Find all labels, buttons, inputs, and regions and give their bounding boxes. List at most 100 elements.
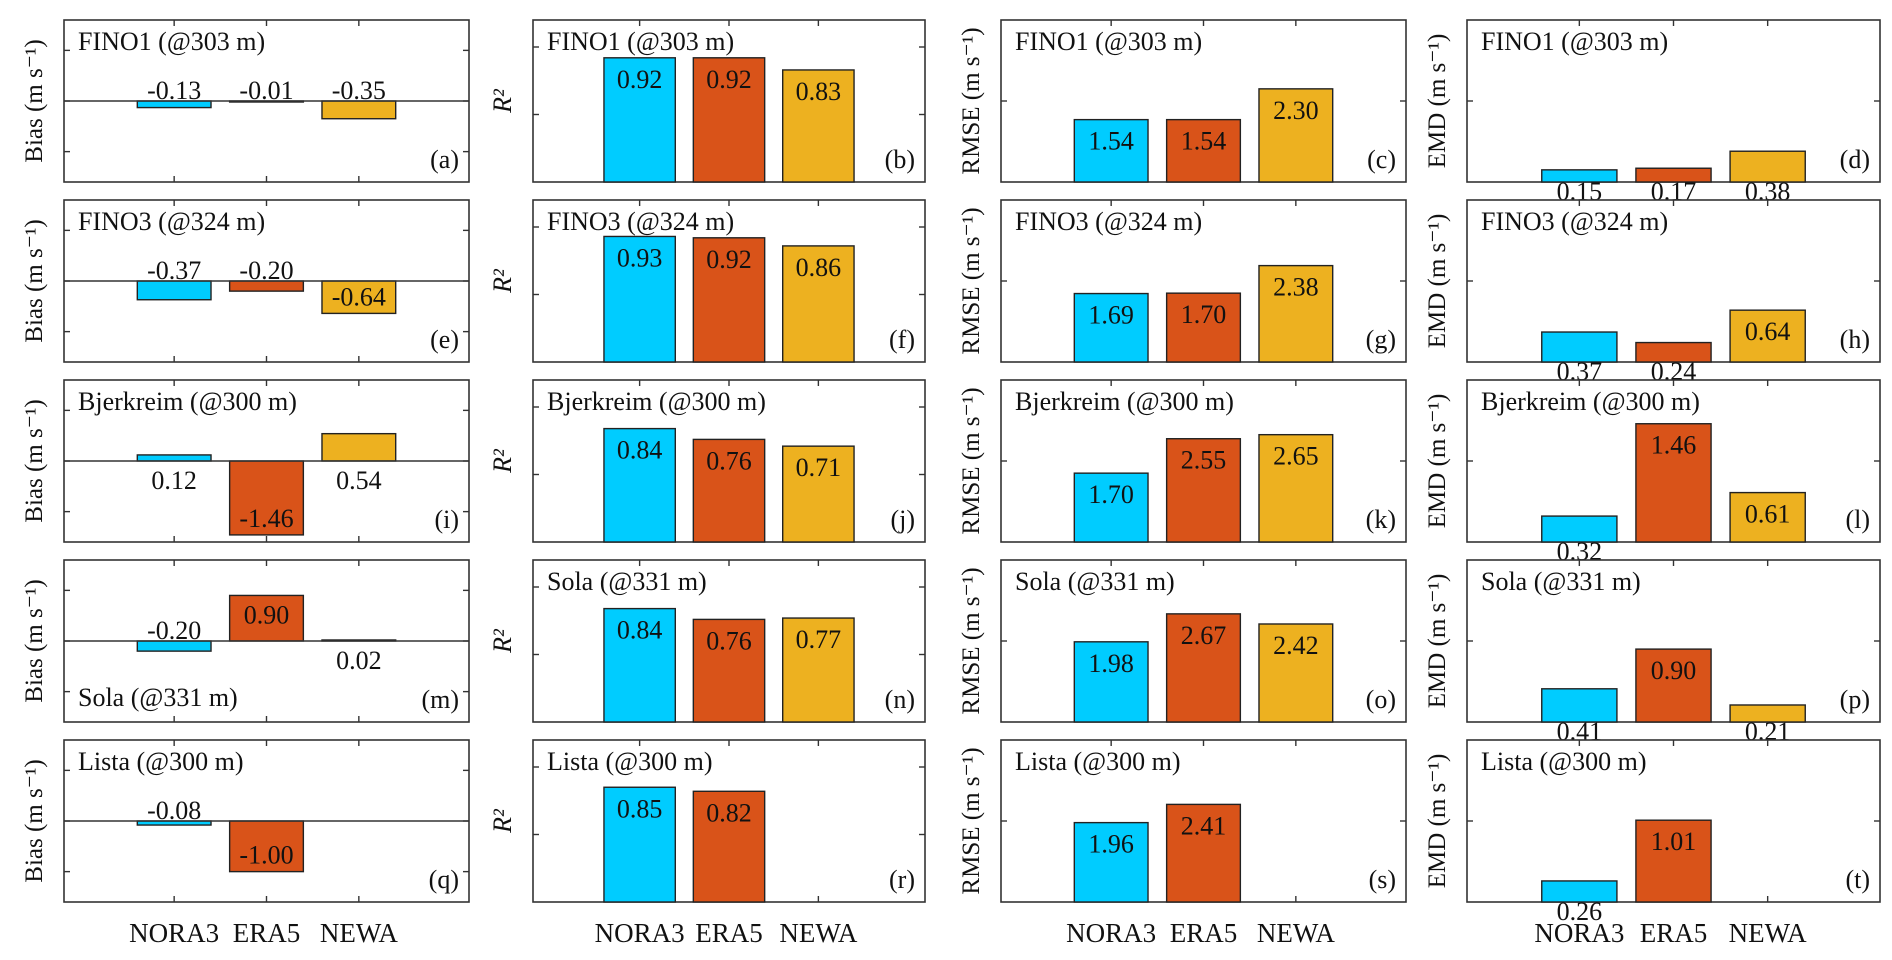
bar-newa	[321, 280, 397, 315]
y-axis-label: R²	[488, 88, 517, 114]
data-label: 2.30	[1273, 96, 1319, 125]
y-axis-label: R²	[488, 268, 517, 294]
x-tick-label: ERA5	[695, 918, 763, 948]
data-label: 0.76	[706, 446, 752, 475]
site-label: Lista (@300 m)	[78, 747, 243, 776]
panel-b: 0.92 0.92 0.83 FINO1 (@303 m) (b) R²	[488, 19, 926, 183]
data-label: 0.90	[1651, 656, 1697, 685]
panel-j: 0.84 0.76 0.71 Bjerkreim (@300 m) (j) R²	[488, 379, 926, 543]
x-tick-label: ERA5	[1170, 918, 1238, 948]
x-tick-label: NEWA	[320, 918, 398, 948]
data-label: 2.67	[1181, 621, 1227, 650]
bar-newa	[1258, 264, 1334, 363]
bar-nora3	[1073, 118, 1149, 183]
y-axis-label: EMD (m s⁻¹)	[1424, 574, 1451, 709]
bar-nora3	[1541, 169, 1618, 183]
panel-letter: (a)	[430, 145, 459, 174]
panel-letter: (p)	[1840, 685, 1870, 714]
panel-c: 1.54 1.54 2.30 FINO1 (@303 m) (c) RMSE (m s⁻¹…	[958, 19, 1407, 183]
data-label: -0.20	[239, 256, 293, 285]
site-label: Bjerkreim (@300 m)	[78, 387, 297, 416]
panel-letter: (j)	[890, 505, 915, 534]
bar-newa	[1729, 309, 1806, 363]
bar-era5	[692, 57, 766, 183]
x-tick-label: ERA5	[1640, 918, 1708, 948]
bar-newa	[1258, 623, 1334, 723]
bar-nora3	[1073, 821, 1149, 903]
bar-nora3	[1541, 331, 1618, 363]
bar-era5	[228, 820, 305, 873]
data-label: 2.41	[1181, 811, 1227, 840]
bar-era5	[692, 237, 766, 363]
x-tick-label: NORA3	[595, 918, 685, 948]
bar-newa	[321, 432, 397, 462]
data-label: -0.08	[147, 796, 201, 825]
data-label: 0.83	[796, 77, 842, 106]
y-axis-label: RMSE (m s⁻¹)	[958, 207, 985, 354]
bar-nora3	[1541, 688, 1618, 723]
bar-newa	[782, 245, 855, 363]
site-label: Sola (@331 m)	[547, 567, 707, 596]
panel-g: 1.69 1.70 2.38 FINO3 (@324 m) (g) RMSE (m s⁻¹…	[958, 199, 1407, 363]
panel-letter: (q)	[429, 865, 459, 894]
bar-nora3	[1541, 880, 1618, 903]
panel-letter: (e)	[430, 325, 459, 354]
panel-letter: (r)	[889, 865, 915, 894]
y-axis-label: R²	[488, 808, 517, 834]
bar-nora3	[136, 454, 212, 462]
data-label: 0.84	[617, 616, 663, 645]
site-label: FINO1 (@303 m)	[547, 27, 734, 56]
site-label: Sola (@331 m)	[1481, 567, 1641, 596]
data-label: 0.54	[336, 466, 382, 495]
y-axis-label: Bias (m s⁻¹)	[21, 399, 48, 522]
data-label: -0.37	[147, 256, 201, 285]
bar-nora3	[603, 786, 676, 903]
site-label: Lista (@300 m)	[1481, 747, 1646, 776]
panel-letter: (l)	[1845, 505, 1870, 534]
site-label: FINO1 (@303 m)	[78, 27, 265, 56]
panel-letter: (k)	[1366, 505, 1396, 534]
bar-nora3	[1073, 641, 1149, 723]
data-label: 0.71	[796, 453, 842, 482]
data-label: -0.35	[332, 76, 386, 105]
data-label: 1.98	[1088, 649, 1134, 678]
bar-nora3	[603, 607, 676, 723]
site-label: Lista (@300 m)	[547, 747, 712, 776]
bar-newa	[782, 617, 855, 723]
bar-nora3	[603, 427, 676, 543]
data-label: -0.64	[332, 282, 386, 311]
panel-letter: (d)	[1840, 145, 1870, 174]
x-tick-label: NORA3	[129, 918, 219, 948]
bar-era5	[1165, 613, 1242, 723]
panel-k: 1.70 2.55 2.65 Bjerkreim (@300 m) (k) RMSE (m…	[958, 379, 1407, 543]
site-label: FINO1 (@303 m)	[1481, 27, 1668, 56]
site-label: Bjerkreim (@300 m)	[547, 387, 766, 416]
bar-newa	[782, 445, 855, 543]
data-label: 1.54	[1181, 127, 1227, 156]
data-label: 1.54	[1088, 127, 1134, 156]
panel-letter: (s)	[1369, 865, 1396, 894]
data-label: 0.84	[617, 436, 663, 465]
panel-q: -0.08 -1.00 Lista (@300 m) (q) Bias (m s⁻¹)	[21, 739, 470, 903]
data-label: -0.01	[239, 76, 293, 105]
site-label: Sola (@331 m)	[78, 683, 238, 712]
y-axis-label: EMD (m s⁻¹)	[1424, 754, 1451, 889]
axes-frame	[1466, 199, 1881, 363]
bar-era5	[692, 618, 766, 723]
panel-letter: (c)	[1367, 145, 1396, 174]
data-label: 0.26	[1557, 897, 1603, 926]
panel-letter: (o)	[1366, 685, 1396, 714]
y-axis-label: R²	[488, 448, 517, 474]
panel-o: 1.98 2.67 2.42 Sola (@331 m) (o) RMSE (m s⁻¹)	[958, 559, 1407, 723]
panel-letter: (f)	[889, 325, 915, 354]
data-label: 0.02	[336, 646, 382, 675]
y-axis-label: EMD (m s⁻¹)	[1424, 394, 1451, 529]
data-label: 0.92	[706, 245, 752, 274]
bar-era5	[692, 790, 766, 903]
bar-era5	[692, 438, 766, 543]
site-label: FINO1 (@303 m)	[1015, 27, 1202, 56]
data-label: 1.70	[1088, 480, 1134, 509]
